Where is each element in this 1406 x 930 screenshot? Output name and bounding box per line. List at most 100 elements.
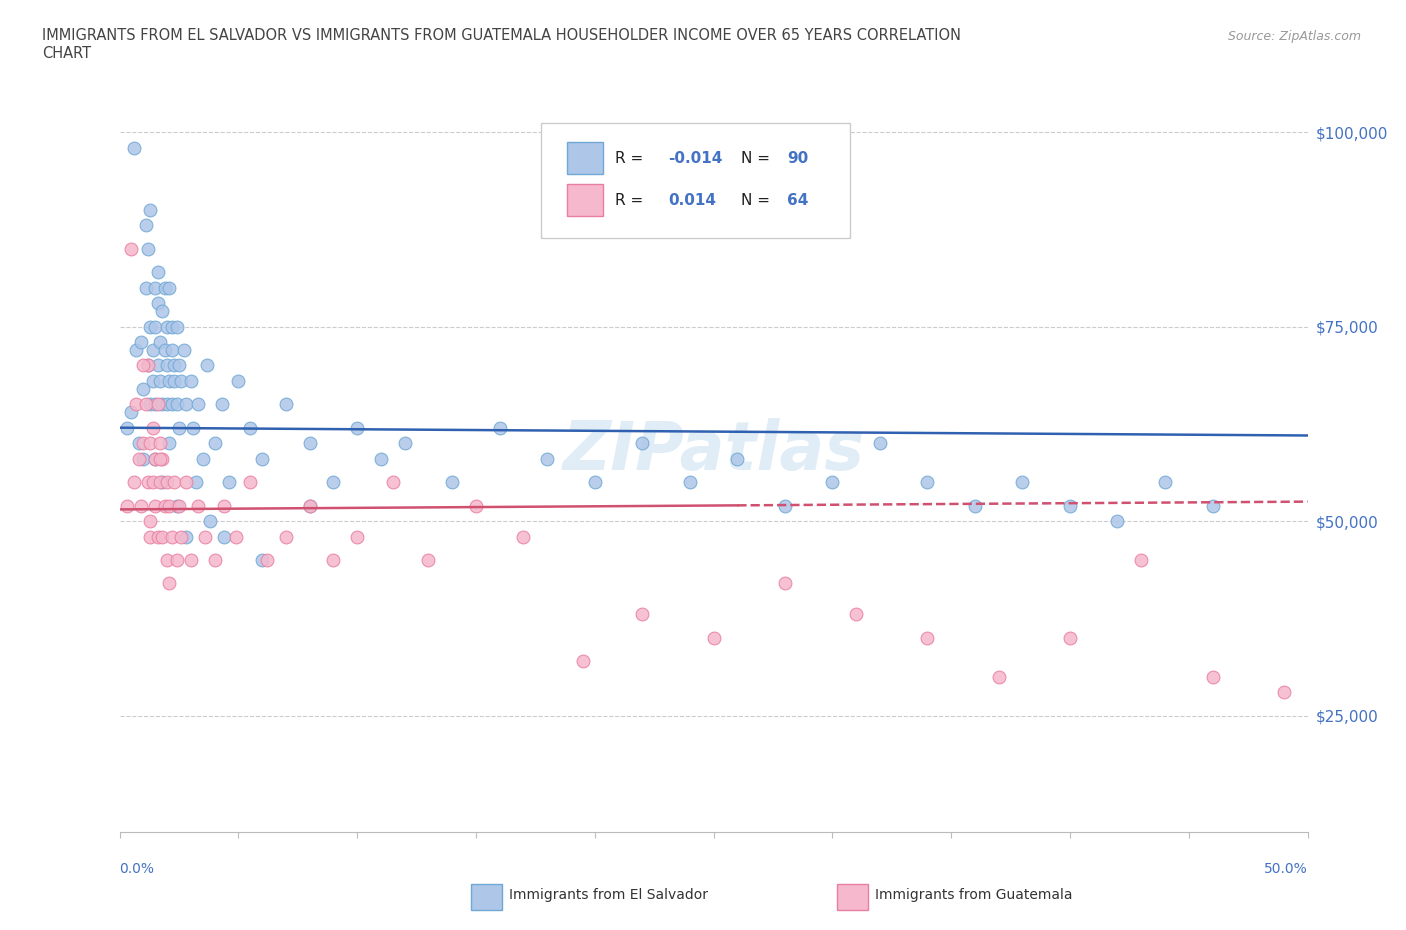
- Point: [167, 498, 190, 513]
- Point: [225, 529, 247, 544]
- Point: [441, 474, 464, 489]
- Point: [122, 140, 145, 155]
- Point: [174, 397, 197, 412]
- Point: [143, 451, 166, 466]
- Point: [166, 319, 188, 334]
- Point: [125, 342, 148, 357]
- Point: [156, 397, 179, 412]
- Point: [143, 451, 166, 466]
- Point: [1130, 552, 1153, 567]
- Point: [1308, 498, 1330, 513]
- Point: [212, 498, 235, 513]
- Point: [149, 474, 172, 489]
- Point: [536, 451, 558, 466]
- Point: [180, 374, 202, 389]
- Text: 64: 64: [787, 193, 808, 207]
- Point: [139, 529, 162, 544]
- Point: [129, 498, 152, 513]
- Point: [212, 529, 235, 544]
- Text: R =: R =: [614, 151, 648, 166]
- Point: [139, 203, 162, 218]
- Point: [170, 529, 193, 544]
- Point: [115, 420, 138, 435]
- Point: [146, 397, 169, 412]
- Point: [149, 451, 172, 466]
- Point: [250, 451, 273, 466]
- Point: [679, 474, 702, 489]
- Point: [963, 498, 986, 513]
- Text: Immigrants from Guatemala: Immigrants from Guatemala: [875, 887, 1071, 902]
- Point: [143, 280, 166, 295]
- FancyBboxPatch shape: [568, 142, 603, 174]
- FancyBboxPatch shape: [568, 184, 603, 216]
- Point: [464, 498, 488, 513]
- Point: [239, 420, 262, 435]
- Point: [572, 654, 595, 669]
- Point: [163, 374, 186, 389]
- Text: 50.0%: 50.0%: [1264, 862, 1308, 876]
- Point: [1201, 498, 1223, 513]
- Point: [136, 241, 159, 256]
- Point: [153, 280, 176, 295]
- Point: [156, 474, 179, 489]
- Point: [160, 529, 183, 544]
- Point: [139, 319, 162, 334]
- Text: 90: 90: [787, 151, 808, 166]
- Point: [150, 474, 173, 489]
- Point: [136, 358, 159, 373]
- Text: N =: N =: [741, 151, 775, 166]
- Point: [128, 451, 150, 466]
- Point: [150, 303, 173, 318]
- Point: [120, 241, 142, 256]
- Point: [157, 498, 180, 513]
- Point: [180, 552, 202, 567]
- Point: [239, 474, 262, 489]
- Point: [136, 358, 159, 373]
- Point: [773, 576, 796, 591]
- Point: [132, 436, 155, 451]
- Point: [142, 342, 165, 357]
- Point: [1107, 513, 1129, 528]
- Point: [845, 607, 868, 622]
- Point: [1201, 670, 1223, 684]
- Point: [125, 397, 148, 412]
- Point: [128, 436, 150, 451]
- Point: [211, 397, 233, 412]
- Text: N =: N =: [741, 193, 775, 207]
- Point: [166, 498, 188, 513]
- Point: [157, 436, 180, 451]
- Point: [322, 552, 344, 567]
- Point: [146, 265, 169, 280]
- Point: [132, 381, 155, 396]
- Text: 0.014: 0.014: [668, 193, 717, 207]
- Point: [170, 374, 193, 389]
- Point: [198, 513, 221, 528]
- Text: -0.014: -0.014: [668, 151, 723, 166]
- Point: [122, 474, 145, 489]
- Point: [394, 436, 416, 451]
- Point: [702, 631, 725, 645]
- Text: Immigrants from El Salvador: Immigrants from El Salvador: [509, 887, 709, 902]
- Point: [153, 342, 176, 357]
- Point: [346, 529, 368, 544]
- Point: [298, 436, 321, 451]
- Point: [821, 474, 844, 489]
- Point: [135, 218, 157, 232]
- Point: [149, 436, 172, 451]
- Point: [157, 280, 180, 295]
- Point: [143, 319, 166, 334]
- Point: [150, 529, 173, 544]
- Point: [153, 498, 176, 513]
- Point: [135, 280, 157, 295]
- Point: [163, 358, 186, 373]
- Point: [174, 474, 197, 489]
- Point: [157, 576, 180, 591]
- Point: [204, 436, 226, 451]
- Point: [583, 474, 606, 489]
- Text: 0.0%: 0.0%: [120, 862, 155, 876]
- Point: [1011, 474, 1033, 489]
- Point: [418, 552, 440, 567]
- Point: [142, 420, 165, 435]
- Point: [136, 474, 159, 489]
- Point: [160, 397, 183, 412]
